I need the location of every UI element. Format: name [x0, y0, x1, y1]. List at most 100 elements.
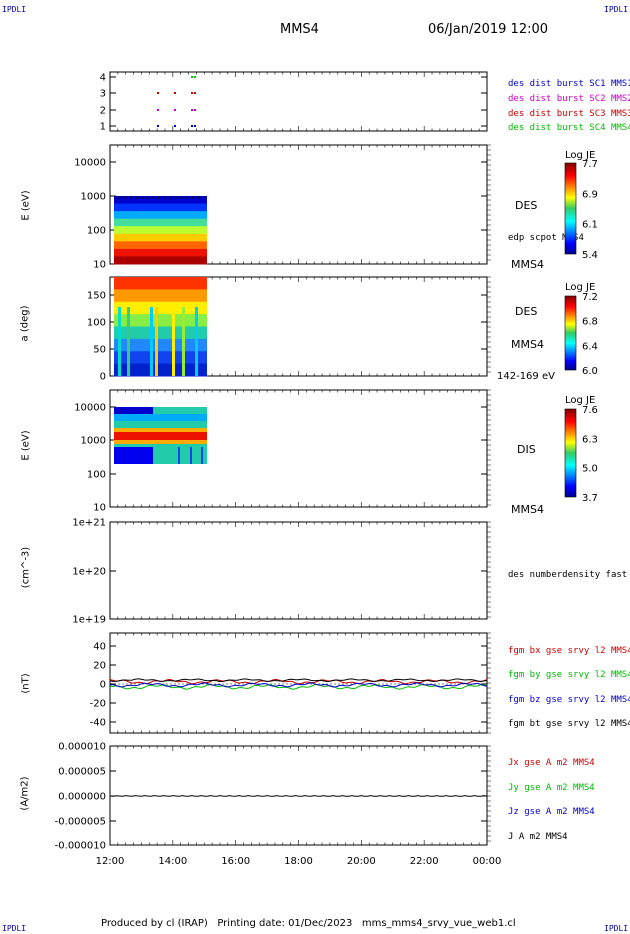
- colorbar: [564, 295, 577, 371]
- pitch-streak: [150, 307, 153, 376]
- pitch-streak: [127, 307, 130, 376]
- ytick-label: -20: [90, 699, 106, 710]
- fgm-bz-line: [109, 682, 488, 688]
- legend-jy: Jy gse A m2 MMS4: [508, 783, 595, 793]
- des-energy-band: [114, 233, 207, 242]
- colorbar-title-3: Log JE: [565, 395, 596, 406]
- legend-jx: Jx gse A m2 MMS4: [508, 758, 595, 768]
- ytick-label: 10: [93, 260, 106, 271]
- colorbar-tick-label: 6.4: [582, 341, 598, 352]
- colorbar-tick-label: 7.2: [582, 292, 598, 303]
- legend-burst-mms3: des dist burst SC3 MMS3: [508, 109, 630, 119]
- ytick-label: 1000: [81, 436, 106, 447]
- colorbar-tick-label: 7.6: [582, 405, 598, 416]
- pitch-streak: [118, 307, 121, 376]
- xtick-label: 16:00: [221, 856, 250, 867]
- colorbar-tick-label: 6.9: [582, 189, 598, 200]
- dis-streak: [178, 447, 180, 464]
- des-energy-band: [114, 218, 207, 227]
- xtick-label: 00:00: [473, 856, 502, 867]
- corner-tag-bottom-left: IPDLI: [2, 924, 27, 933]
- dis-energy-band: [114, 414, 207, 421]
- mms4-label-1: MMS4: [511, 258, 544, 271]
- colorbar: [564, 162, 577, 255]
- des-energy-band: [114, 248, 207, 257]
- des-energy-band: [114, 203, 207, 212]
- burst-marker: [194, 125, 196, 127]
- des-pitch-band: [114, 289, 207, 303]
- colorbar-tick-label: 6.3: [582, 434, 598, 445]
- dis-energy-patch: [153, 407, 207, 414]
- legend-j: J A m2 MMS4: [508, 832, 568, 842]
- ytick-label: 1e+20: [72, 567, 106, 578]
- dis-energy-band: [114, 428, 207, 432]
- burst-marker: [191, 125, 193, 127]
- legend-jz: Jz gse A m2 MMS4: [508, 807, 595, 817]
- corner-tag-bottom-right: IPDLI: [604, 924, 629, 933]
- ytick-label: 0: [100, 372, 106, 383]
- colorbar-tick-label: 6.0: [582, 366, 598, 377]
- ytick-label: 10000: [74, 158, 106, 169]
- dis-streak: [201, 447, 203, 464]
- ytick-label: 1e+19: [72, 615, 106, 626]
- colorbar-tick-label: 7.7: [582, 159, 598, 170]
- ytick-label: 20: [93, 661, 106, 672]
- panel-frame-5: [109, 632, 488, 734]
- burst-marker: [174, 92, 176, 94]
- fgm-bt-line: [109, 678, 488, 683]
- dis-energy-band: [114, 440, 207, 444]
- ytick-label: 100: [87, 226, 106, 237]
- panel-frame-0: [109, 71, 488, 132]
- corner-tag-top-left: IPDLI: [2, 5, 27, 14]
- ytick-label: 3: [100, 89, 106, 100]
- des-pitch-band: [114, 277, 207, 290]
- spacecraft-title: MMS4: [280, 22, 319, 37]
- colorbar-tick-label: 6.1: [582, 220, 598, 231]
- burst-marker: [157, 125, 159, 127]
- ytick-label: 0: [100, 680, 106, 691]
- colorbar: [564, 408, 577, 498]
- burst-marker: [191, 76, 193, 78]
- ytick-label: 150: [87, 291, 106, 302]
- des-label: DES: [515, 199, 538, 212]
- current-j-line: [109, 795, 488, 797]
- ytick-label: 0.000010: [58, 742, 106, 753]
- colorbar-tick-label: 5.0: [582, 464, 598, 475]
- legend-bz: fgm bz gse srvy l2 MMS4: [508, 695, 630, 705]
- colorbar-tick-label: 3.7: [582, 493, 598, 504]
- ytick-label: 50: [93, 345, 106, 356]
- mms4-label-2: MMS4: [511, 338, 544, 351]
- legend-burst-mms2: des dist burst SC2 MMS2: [508, 94, 630, 104]
- panel-frame-4: [109, 521, 488, 620]
- ytick-label: 1e+21: [72, 518, 106, 529]
- des-energy-band: [114, 196, 207, 205]
- dis-energy-band: [114, 444, 207, 447]
- fgm-by-line: [109, 683, 488, 690]
- corner-tag-top-right: IPDLI: [604, 5, 629, 14]
- des-energy-band: [114, 226, 207, 235]
- xtick-label: 20:00: [347, 856, 376, 867]
- mms4-label-3: MMS4: [511, 503, 544, 516]
- des-energy-band: [114, 241, 207, 250]
- legend-bt: fgm bt gse srvy l2 MMS4: [508, 719, 630, 729]
- pitch-streak: [182, 307, 185, 376]
- dis-streak: [190, 447, 192, 464]
- ytick-label: -0.000005: [55, 817, 106, 828]
- ytick-label: 100: [87, 318, 106, 329]
- footer-info: Produced by cl (IRAP) Printing date: 01/…: [101, 918, 516, 929]
- ytick-label: 1000: [81, 192, 106, 203]
- ytick-label: 0.000000: [58, 792, 106, 803]
- burst-marker: [194, 76, 196, 78]
- ytick-label: 40: [93, 642, 106, 653]
- ytick-label: -40: [90, 718, 106, 729]
- pitch-streak: [155, 307, 158, 376]
- ytick-label: 0.000005: [58, 767, 106, 778]
- des-energy-band: [114, 256, 207, 265]
- pitch-streak: [195, 307, 198, 376]
- xtick-label: 22:00: [410, 856, 439, 867]
- scpot-label: edp scpot MMS4: [508, 233, 584, 243]
- ytick-label: 1: [100, 122, 106, 133]
- dis-energy-band: [114, 421, 207, 428]
- energy-range-label: 142-169 eV: [497, 371, 555, 382]
